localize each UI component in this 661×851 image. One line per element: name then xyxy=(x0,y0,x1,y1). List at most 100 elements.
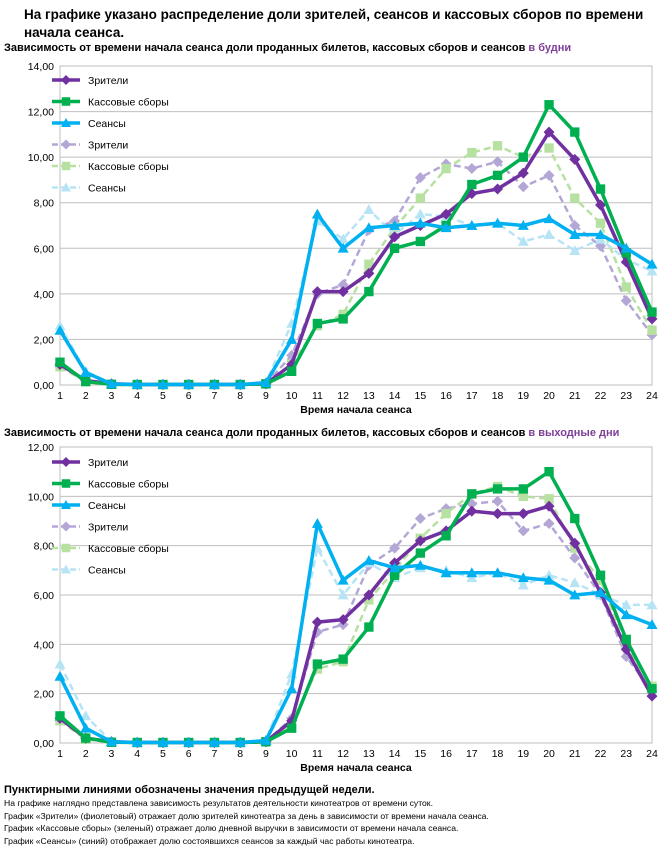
series-line xyxy=(59,160,653,386)
legend-marker xyxy=(61,161,71,171)
x-tick-label: 17 xyxy=(466,390,478,402)
data-point xyxy=(621,282,631,292)
data-point xyxy=(492,567,504,578)
data-point xyxy=(492,508,504,520)
data-point xyxy=(492,170,503,181)
data-point xyxy=(363,204,375,214)
legend-label: Сеансы xyxy=(88,500,126,512)
data-point xyxy=(311,286,323,298)
y-tick-label: 6,00 xyxy=(34,590,55,602)
series-sessions xyxy=(54,517,658,747)
legend-marker xyxy=(61,479,71,488)
y-tick-label: 2,00 xyxy=(34,689,55,701)
data-point xyxy=(337,242,349,253)
y-tick-label: 2,00 xyxy=(34,334,55,346)
data-point xyxy=(157,737,169,747)
x-tick-label: 17 xyxy=(466,748,478,760)
data-point xyxy=(234,737,246,747)
data-point xyxy=(389,243,400,253)
data-point xyxy=(646,619,658,629)
data-point xyxy=(467,489,477,499)
data-point xyxy=(389,231,401,243)
notes-dashed-explanation: Пунктирными линиями обозначены значения … xyxy=(4,784,375,796)
legend-marker xyxy=(61,139,71,150)
series-boxoffice_prev xyxy=(55,481,657,748)
data-point xyxy=(389,562,401,573)
data-point xyxy=(517,181,529,193)
data-point xyxy=(81,376,91,387)
legend-marker xyxy=(61,564,71,574)
data-point xyxy=(286,683,298,694)
legend-label: Кассовые сборы xyxy=(88,543,169,555)
data-point xyxy=(183,737,195,747)
data-point xyxy=(312,664,323,674)
y-tick-label: 6,00 xyxy=(34,243,55,255)
data-point xyxy=(621,634,631,645)
x-tick-label: 9 xyxy=(263,390,269,402)
data-point xyxy=(131,737,143,747)
chart-weekdays-title: Зависимость от времени начала сеанса дол… xyxy=(4,42,571,54)
legend-label: Зрители xyxy=(88,522,128,534)
data-point xyxy=(312,659,323,669)
data-point xyxy=(311,208,323,219)
data-point xyxy=(286,333,298,344)
data-point xyxy=(544,494,554,504)
data-point xyxy=(389,570,400,580)
data-point xyxy=(80,710,92,721)
y-tick-label: 4,00 xyxy=(34,289,55,301)
data-point xyxy=(55,357,65,367)
data-point xyxy=(364,286,374,297)
data-point xyxy=(54,658,66,669)
data-point xyxy=(544,466,554,477)
data-point xyxy=(646,599,658,610)
series-sessions xyxy=(54,208,658,389)
x-tick-label: 3 xyxy=(109,748,115,760)
data-point xyxy=(466,505,478,517)
data-point xyxy=(286,366,297,377)
data-point xyxy=(363,554,375,565)
x-tick-label: 16 xyxy=(440,748,452,760)
x-tick-label: 21 xyxy=(569,390,581,402)
x-tick-label: 5 xyxy=(160,390,166,402)
data-point xyxy=(54,324,66,335)
data-point xyxy=(492,141,503,151)
data-point xyxy=(441,508,451,519)
notes-line: График «Кассовые сборы» (зеленый) отража… xyxy=(4,823,459,833)
data-point xyxy=(467,147,477,158)
data-point xyxy=(646,258,658,269)
data-point xyxy=(81,733,91,743)
data-point xyxy=(364,622,374,632)
legend-marker xyxy=(61,500,71,509)
data-point xyxy=(337,233,349,244)
data-point xyxy=(337,589,349,600)
legend-label: Зрители xyxy=(88,140,128,152)
y-tick-label: 8,00 xyxy=(34,541,55,553)
data-point xyxy=(55,711,65,721)
series-line xyxy=(58,546,652,744)
data-point xyxy=(544,100,554,110)
data-point xyxy=(415,236,426,247)
series-line xyxy=(58,521,653,745)
data-point xyxy=(518,152,528,162)
data-point xyxy=(621,248,631,258)
data-point xyxy=(312,318,323,329)
x-tick-label: 1 xyxy=(57,748,63,760)
x-tick-label: 22 xyxy=(595,748,607,760)
data-point xyxy=(517,525,529,537)
legend-marker xyxy=(61,543,71,553)
data-point xyxy=(440,222,452,233)
series-boxoffice_prev xyxy=(55,141,657,390)
chart-weekdays-title-highlight: в будни xyxy=(528,42,572,54)
data-point xyxy=(595,229,607,240)
x-tick-label: 7 xyxy=(212,748,218,760)
series-line xyxy=(59,500,654,744)
x-tick-label: 10 xyxy=(286,748,298,760)
data-point xyxy=(595,199,607,211)
data-point xyxy=(620,609,632,620)
x-tick-label: 14 xyxy=(389,748,401,760)
data-point xyxy=(544,143,554,153)
data-point xyxy=(595,570,606,580)
data-point xyxy=(337,614,349,626)
chart-weekends-title-highlight: в выходные дни xyxy=(528,427,620,439)
data-point xyxy=(414,559,426,570)
